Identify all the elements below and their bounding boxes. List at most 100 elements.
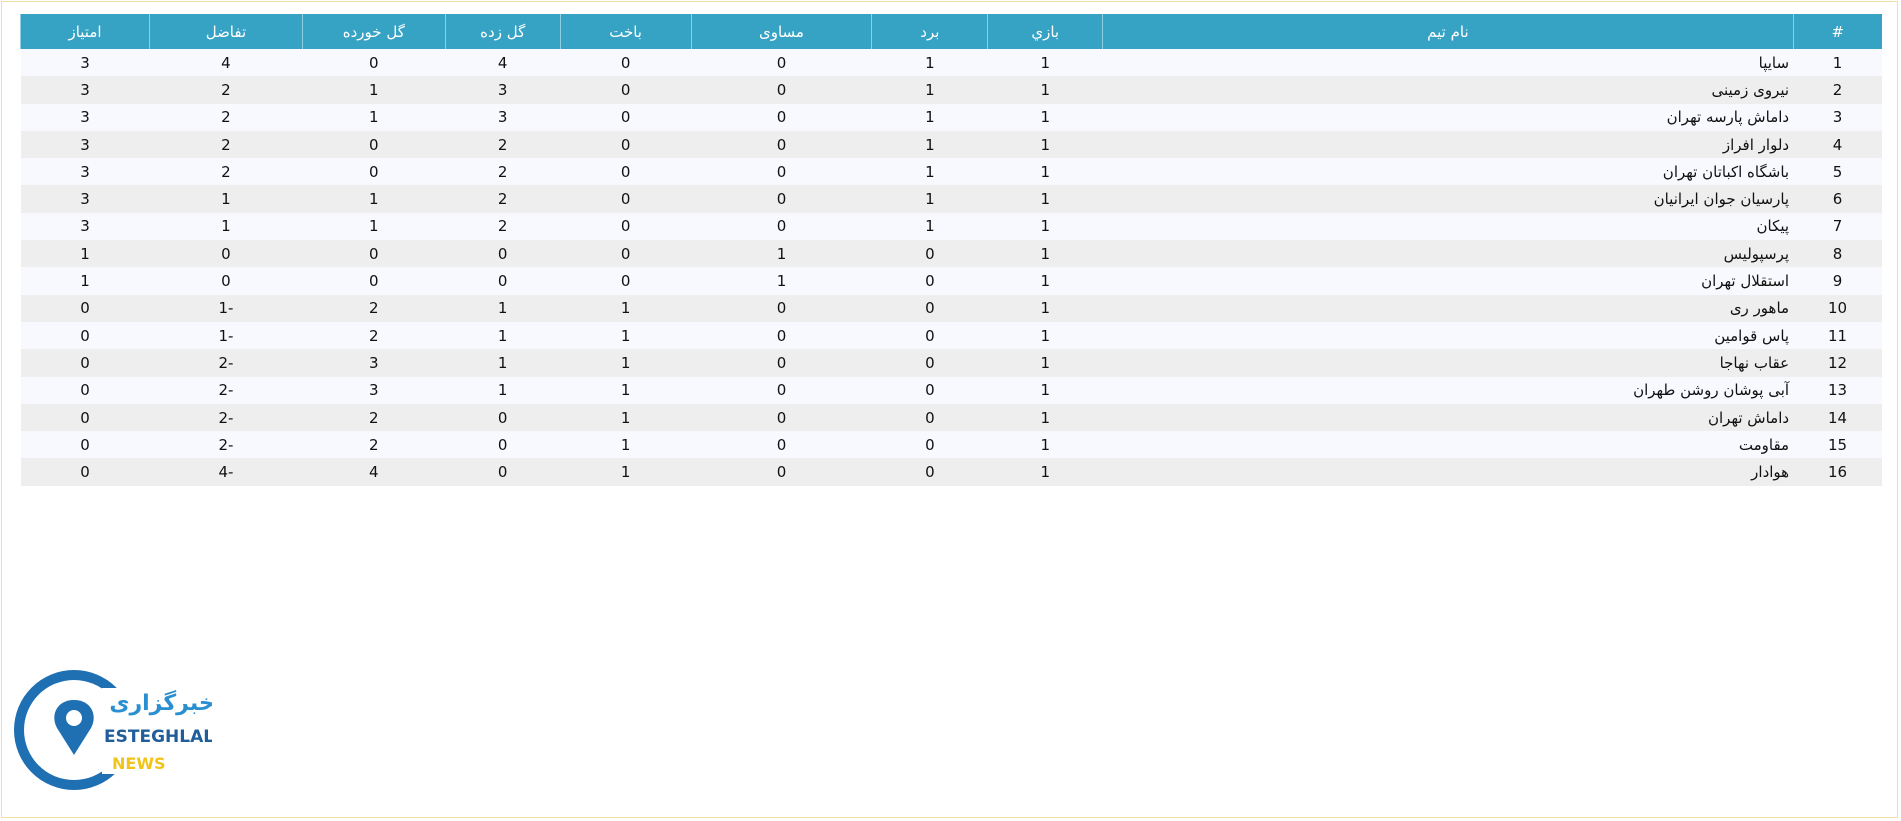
cell: 9: [1793, 267, 1882, 295]
cell: 3: [20, 212, 150, 241]
cell: 0: [691, 403, 872, 432]
cell: -2: [149, 376, 303, 404]
cell: 1: [871, 212, 988, 241]
cell: 0: [691, 376, 872, 404]
table-row: 6 پارسیان جوان ایرانیان 1 1 0 0 2 1 1 3: [20, 185, 1882, 213]
cell: 0: [691, 212, 872, 241]
cell: 3: [302, 376, 446, 404]
cell: 1: [987, 376, 1103, 404]
team-cell: نیروی زمینی: [1102, 76, 1794, 104]
cell: 2: [445, 158, 561, 186]
cell: 0: [871, 458, 988, 486]
cell: 0: [302, 49, 446, 77]
header-cell: باخت: [559, 14, 692, 49]
cell: 0: [20, 458, 150, 486]
cell: 12: [1793, 349, 1882, 377]
cell: 8: [1793, 240, 1882, 268]
table-row: 12 عقاب نهاجا 1 0 0 1 1 3 -2 0: [20, 349, 1882, 377]
standings-table: # نام تیم بازي برد مساوی باخت گل زده گل خورده تف…: [20, 14, 1882, 486]
team-cell: هوادار: [1102, 458, 1794, 486]
cell: 4: [1793, 130, 1882, 159]
cell: 3: [1793, 103, 1882, 131]
cell: 3: [445, 76, 561, 104]
team-cell: مقاومت: [1102, 431, 1794, 459]
cell: 1: [987, 349, 1103, 377]
cell: -4: [149, 458, 303, 486]
cell: 10: [1793, 294, 1882, 322]
cell: 0: [302, 240, 446, 268]
cell: 0: [20, 431, 150, 459]
cell: 0: [871, 431, 988, 459]
table-row: 7 پیکان 1 1 0 0 2 1 1 3: [20, 212, 1882, 241]
cell: 2: [149, 103, 303, 131]
team-cell: عقاب نهاجا: [1102, 349, 1794, 377]
cell: 1: [302, 103, 446, 131]
header-cell: بازي: [987, 14, 1103, 49]
cell: 3: [20, 103, 150, 131]
cell: 0: [20, 294, 150, 322]
cell: 1: [987, 458, 1103, 486]
cell: 1: [445, 321, 561, 350]
cell: 2: [302, 294, 446, 322]
header-cell: امتیاز: [20, 14, 150, 49]
cell: 1: [560, 376, 692, 404]
cell: 2: [302, 431, 446, 459]
cell: 0: [691, 76, 872, 104]
cell: 0: [871, 376, 988, 404]
table-row: 10 ماهور ری 1 0 0 1 1 2 -1 0: [20, 294, 1882, 322]
cell: 4: [149, 49, 303, 77]
cell: 2: [445, 185, 561, 213]
team-cell: داماش تهران: [1102, 403, 1794, 432]
cell: 1: [871, 76, 988, 104]
table-row: 9 استقلال تهران 1 0 1 0 0 0 0 1: [20, 267, 1882, 295]
cell: 1: [871, 103, 988, 131]
cell: 1: [20, 240, 150, 268]
team-cell: دلوار افراز: [1102, 130, 1794, 159]
logo-pin: [54, 700, 94, 755]
cell: 0: [871, 294, 988, 322]
cell: 0: [560, 240, 692, 268]
cell: 1: [987, 158, 1103, 186]
cell: 2: [149, 76, 303, 104]
cell: 1: [987, 294, 1103, 322]
cell: -2: [149, 403, 303, 432]
cell: 0: [445, 458, 561, 486]
table-row: 16 هوادار 1 0 0 1 0 4 -4 0: [20, 458, 1882, 486]
cell: 1: [987, 212, 1103, 241]
header-cell: تفاضل: [148, 14, 303, 49]
cell: 11: [1793, 321, 1882, 350]
cell: 1: [987, 431, 1103, 459]
cell: 0: [445, 267, 561, 295]
cell: 0: [871, 403, 988, 432]
cell: 0: [20, 321, 150, 350]
cell: 0: [560, 212, 692, 241]
table-row: 2 نیروی زمینی 1 1 0 0 3 1 2 3: [20, 76, 1882, 104]
cell: 3: [20, 158, 150, 186]
cell: 2: [445, 212, 561, 241]
cell: 0: [560, 76, 692, 104]
header-cell: نام تیم: [1102, 14, 1794, 49]
team-cell: باشگاه اکباتان تهران: [1102, 158, 1794, 186]
table-row: 15 مقاومت 1 0 0 1 0 2 -2 0: [20, 431, 1882, 459]
team-cell: پارسیان جوان ایرانیان: [1102, 185, 1794, 213]
cell: 16: [1793, 458, 1882, 486]
cell: 14: [1793, 403, 1882, 432]
table-row: 8 پرسپولیس 1 0 1 0 0 0 0 1: [20, 240, 1882, 268]
team-cell: داماش پارسه تهران: [1102, 103, 1794, 131]
cell: 1: [691, 240, 872, 268]
cell: 0: [20, 349, 150, 377]
logo-brand: خبرگزاری: [109, 689, 212, 716]
cell: 1: [560, 321, 692, 350]
cell: 1: [691, 267, 872, 295]
cell: 3: [20, 185, 150, 213]
cell: 0: [560, 185, 692, 213]
team-cell: ماهور ری: [1102, 294, 1794, 322]
cell: 1: [445, 349, 561, 377]
cell: 0: [302, 158, 446, 186]
cell: 0: [445, 240, 561, 268]
cell: 1: [871, 130, 988, 159]
table-row: 11 پاس قوامین 1 0 0 1 1 2 -1 0: [20, 321, 1882, 350]
cell: 0: [20, 376, 150, 404]
cell: 1: [302, 185, 446, 213]
team-cell: پیکان: [1102, 212, 1794, 241]
